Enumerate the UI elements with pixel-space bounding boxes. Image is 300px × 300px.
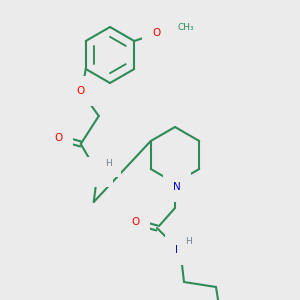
Text: O: O bbox=[55, 133, 63, 143]
Text: N: N bbox=[175, 245, 183, 255]
Text: O: O bbox=[152, 28, 160, 38]
Text: N: N bbox=[173, 182, 181, 192]
Text: CH₃: CH₃ bbox=[177, 23, 194, 32]
Text: H: H bbox=[105, 158, 112, 167]
Text: N: N bbox=[95, 167, 103, 177]
Text: O: O bbox=[131, 217, 139, 227]
Text: O: O bbox=[76, 86, 85, 96]
Text: H: H bbox=[186, 236, 192, 245]
